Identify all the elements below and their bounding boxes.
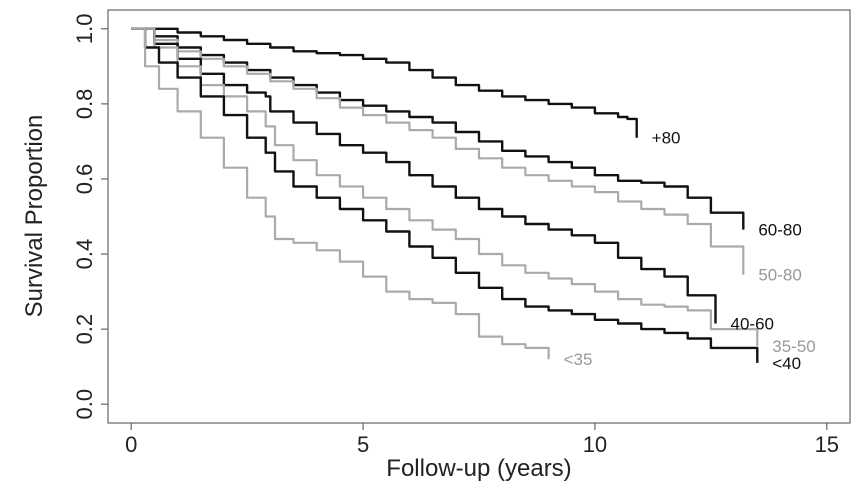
series-line-2	[131, 27, 745, 275]
series-label-1: 60-80	[758, 221, 801, 240]
x-tick-label: 5	[357, 432, 369, 457]
y-tick-label: 0.0	[72, 389, 97, 420]
y-tick-label: 0.8	[72, 89, 97, 120]
y-axis-title: Survival Proportion	[21, 115, 48, 318]
series-line-4	[131, 27, 759, 346]
series-labels: +80 60-80 50-80 40-60 35-50<40 <35	[564, 129, 816, 373]
plot-frame	[107, 9, 851, 424]
y-tick-label: 0.4	[72, 239, 97, 270]
series-label-6: <35	[564, 350, 593, 369]
series-label-3: 40-60	[731, 315, 774, 334]
axis-ticks: 0 5 10 15 0.0 0.2 0.4 0.6 0.8 1.0	[72, 13, 839, 457]
series-line-0	[131, 27, 638, 138]
y-tick-label: 0.2	[72, 314, 97, 345]
series-line-5	[131, 27, 759, 363]
series-label-2: 50-80	[758, 266, 801, 285]
series-label-5: <40	[772, 354, 801, 373]
x-tick-label: 0	[125, 432, 137, 457]
x-tick-label: 15	[815, 432, 839, 457]
series-label-4: 35-50	[772, 337, 815, 356]
y-tick-label: 1.0	[72, 13, 97, 44]
series-line-1	[131, 27, 745, 230]
series-line-6	[131, 27, 550, 360]
x-tick-label: 10	[583, 432, 607, 457]
series-line-3	[131, 27, 717, 324]
series-lines	[131, 27, 759, 363]
x-axis-title: Follow-up (years)	[386, 455, 571, 482]
series-label-0: +80	[652, 129, 681, 148]
y-tick-label: 0.6	[72, 164, 97, 195]
